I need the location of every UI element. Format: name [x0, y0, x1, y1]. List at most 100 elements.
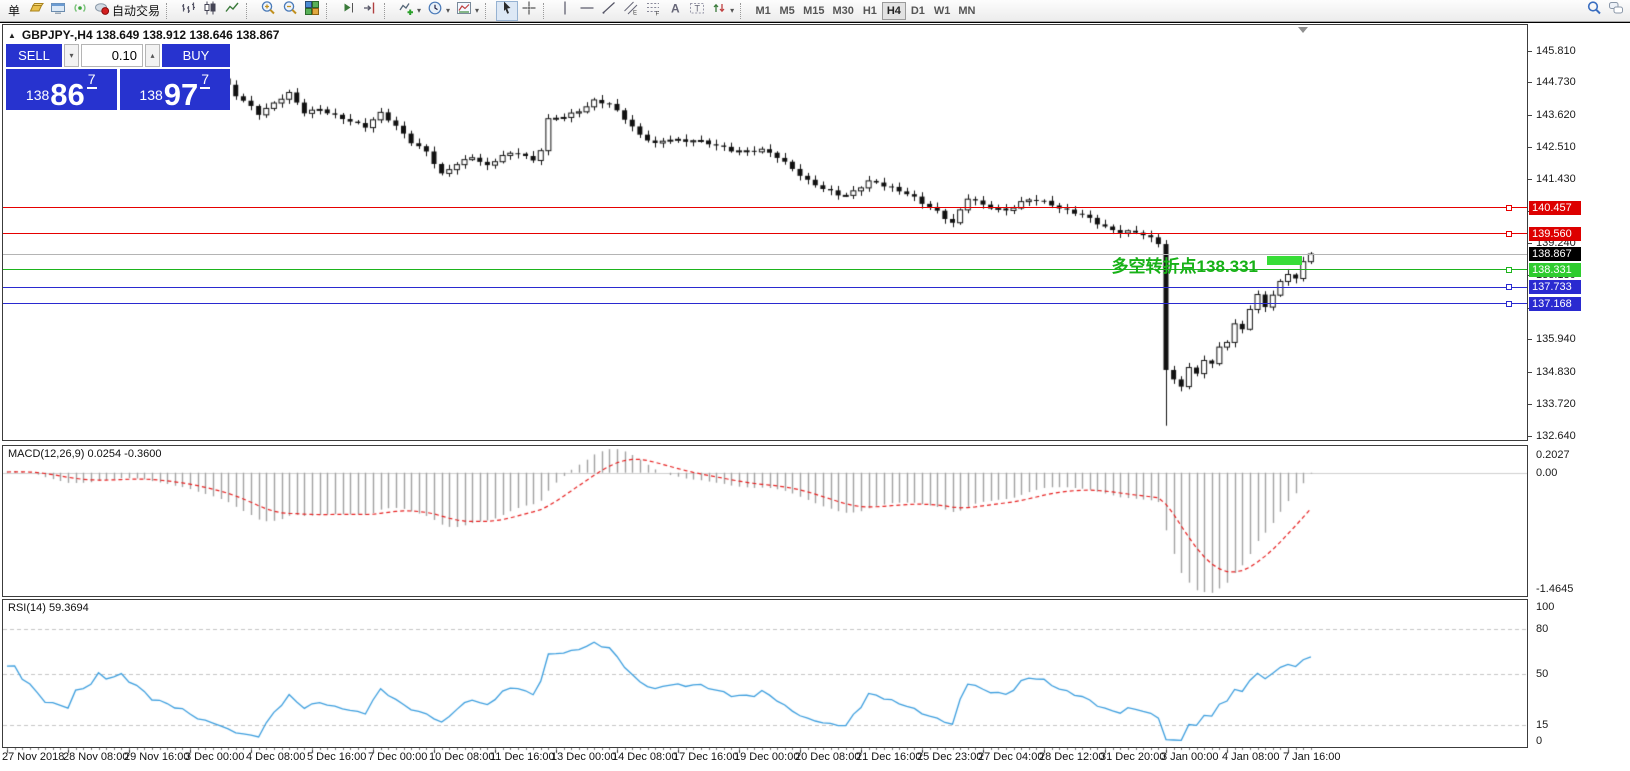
caret-down-icon: ▾: [69, 51, 74, 60]
line-chart-button[interactable]: [221, 1, 243, 21]
timeframe-h1-button[interactable]: H1: [862, 4, 877, 17]
tile-windows-button[interactable]: [301, 1, 323, 21]
price-axis-tick-label: 134.830: [1536, 365, 1576, 378]
price-axis-tick-label: 144.730: [1536, 76, 1576, 89]
arrows-button[interactable]: ▾: [708, 1, 737, 21]
time-axis-label: 7 Jan 16:00: [1283, 751, 1341, 763]
pivot-annotation-text[interactable]: 多空转折点138.331: [1111, 257, 1258, 276]
fibonacci-button[interactable]: F: [642, 1, 664, 21]
resistance-line-1-handle[interactable]: [1506, 204, 1512, 211]
autotrading-button[interactable]: 自动交易: [91, 1, 163, 21]
time-axis-label: 3 Jan 00:00: [1161, 751, 1219, 763]
rsi-scale-label: 80: [1536, 623, 1549, 636]
macd-canvas[interactable]: [3, 446, 1527, 596]
support-line-2-price-label: 137.168: [1529, 296, 1581, 311]
timeframe-m5-button[interactable]: M5: [779, 4, 795, 17]
search-icon: [1586, 0, 1602, 21]
volume-increase-button[interactable]: ▴: [145, 44, 160, 67]
channel-button[interactable]: E: [620, 1, 642, 21]
dropdown-caret-icon[interactable]: ▾: [475, 6, 480, 15]
svg-text:E: E: [633, 11, 637, 17]
support-line-1[interactable]: [3, 286, 1527, 288]
macd-pane: [2, 445, 1528, 597]
chat-button[interactable]: [1605, 1, 1627, 21]
price-axis-tick: [1528, 147, 1532, 149]
terminal-icon: [50, 0, 66, 21]
price-chart-pane: [2, 24, 1528, 441]
support-line-2[interactable]: [3, 303, 1527, 305]
chart-shift-button[interactable]: [359, 1, 381, 21]
horizontal-line-button[interactable]: [576, 1, 598, 21]
timeframe-mn-button[interactable]: MN: [958, 4, 976, 17]
chart-candles-icon: [202, 0, 218, 21]
price-axis-tick-label: 135.940: [1536, 333, 1576, 346]
rsi-scale-label: 50: [1536, 667, 1549, 680]
cursor-button[interactable]: [496, 0, 519, 21]
buy-button[interactable]: BUY: [162, 44, 230, 67]
zoom-out-icon: [282, 0, 298, 21]
dropdown-caret-icon[interactable]: ▾: [730, 6, 735, 15]
timeframe-h4-button[interactable]: H4: [881, 1, 906, 20]
bid-price-line[interactable]: [3, 253, 1527, 255]
terminal-button[interactable]: [47, 1, 69, 21]
candle-chart-button[interactable]: [199, 1, 221, 21]
auto-scroll-button[interactable]: [337, 1, 359, 21]
text-button[interactable]: A: [664, 1, 686, 21]
timeframe-m1-button[interactable]: M1: [755, 4, 771, 17]
dropdown-caret-icon[interactable]: ▾: [446, 6, 451, 15]
templates-button[interactable]: ▾: [453, 1, 482, 21]
rsi-scale-label: 0: [1536, 735, 1543, 747]
timeframe-d1-button[interactable]: D1: [910, 4, 925, 17]
price-axis-tick: [1528, 339, 1532, 341]
resistance-line-1[interactable]: [3, 207, 1527, 209]
text-icon: A: [667, 0, 683, 21]
crosshair-button[interactable]: [518, 1, 540, 21]
macd-scale-label: 0.2027: [1536, 449, 1570, 461]
sell-price-display[interactable]: 138 86 7: [6, 69, 117, 110]
search-button[interactable]: [1583, 1, 1605, 21]
resistance-line-2[interactable]: [3, 233, 1527, 235]
sell-button[interactable]: SELL: [6, 44, 62, 67]
chart-line-icon: [224, 0, 240, 21]
support-line-2-handle[interactable]: [1506, 300, 1512, 307]
rectangle-object[interactable]: [1266, 256, 1302, 265]
time-axis-label: 27 Nov 2018: [2, 751, 65, 763]
chart-shift-icon: [362, 0, 378, 21]
pivot-line[interactable]: [3, 269, 1527, 271]
periods-button[interactable]: ▾: [424, 1, 453, 21]
dropdown-caret-icon[interactable]: ▾: [417, 6, 422, 15]
cursor-icon: [499, 0, 515, 21]
gold-bar-button[interactable]: [25, 1, 47, 21]
timeframe-m15-button[interactable]: M15: [803, 4, 825, 17]
label-button[interactable]: T: [686, 1, 708, 21]
time-axis-label: 10 Dec 08:00: [429, 751, 495, 763]
zoom-out-button[interactable]: [279, 1, 301, 21]
timeframe-w1-button[interactable]: W1: [933, 4, 951, 17]
trendline-button[interactable]: [598, 1, 620, 21]
indicators-button[interactable]: ▾: [395, 1, 424, 21]
volume-decrease-button[interactable]: ▾: [64, 44, 79, 67]
caret-up-icon: ▴: [150, 51, 155, 60]
zoom-in-button[interactable]: [257, 1, 279, 21]
toolbar-separator: [543, 2, 550, 19]
vertical-line-button[interactable]: [554, 1, 576, 21]
signal-button[interactable]: [69, 1, 91, 21]
buy-price-display[interactable]: 138 97 7: [119, 69, 230, 110]
panel-collapse-icon[interactable]: ▲: [8, 30, 16, 40]
svg-text:F: F: [656, 12, 660, 17]
volume-input[interactable]: [81, 44, 143, 67]
time-axis-label: 11 Dec 16:00: [490, 751, 555, 763]
new-order-button[interactable]: 单: [3, 1, 25, 21]
toolbar-separator: [246, 2, 253, 19]
resistance-line-2-handle[interactable]: [1506, 230, 1512, 237]
bar-chart-button[interactable]: [177, 1, 199, 21]
rsi-canvas[interactable]: [3, 600, 1527, 747]
toolbar-separator: [166, 2, 173, 19]
pivot-line-handle[interactable]: [1506, 266, 1512, 273]
price-chart-canvas[interactable]: [3, 25, 1527, 440]
chart-shift-marker[interactable]: [1298, 27, 1308, 33]
timeframe-m30-button[interactable]: M30: [832, 4, 854, 17]
support-line-1-handle[interactable]: [1506, 284, 1512, 291]
time-axis-label: 3 Dec 00:00: [185, 751, 245, 763]
